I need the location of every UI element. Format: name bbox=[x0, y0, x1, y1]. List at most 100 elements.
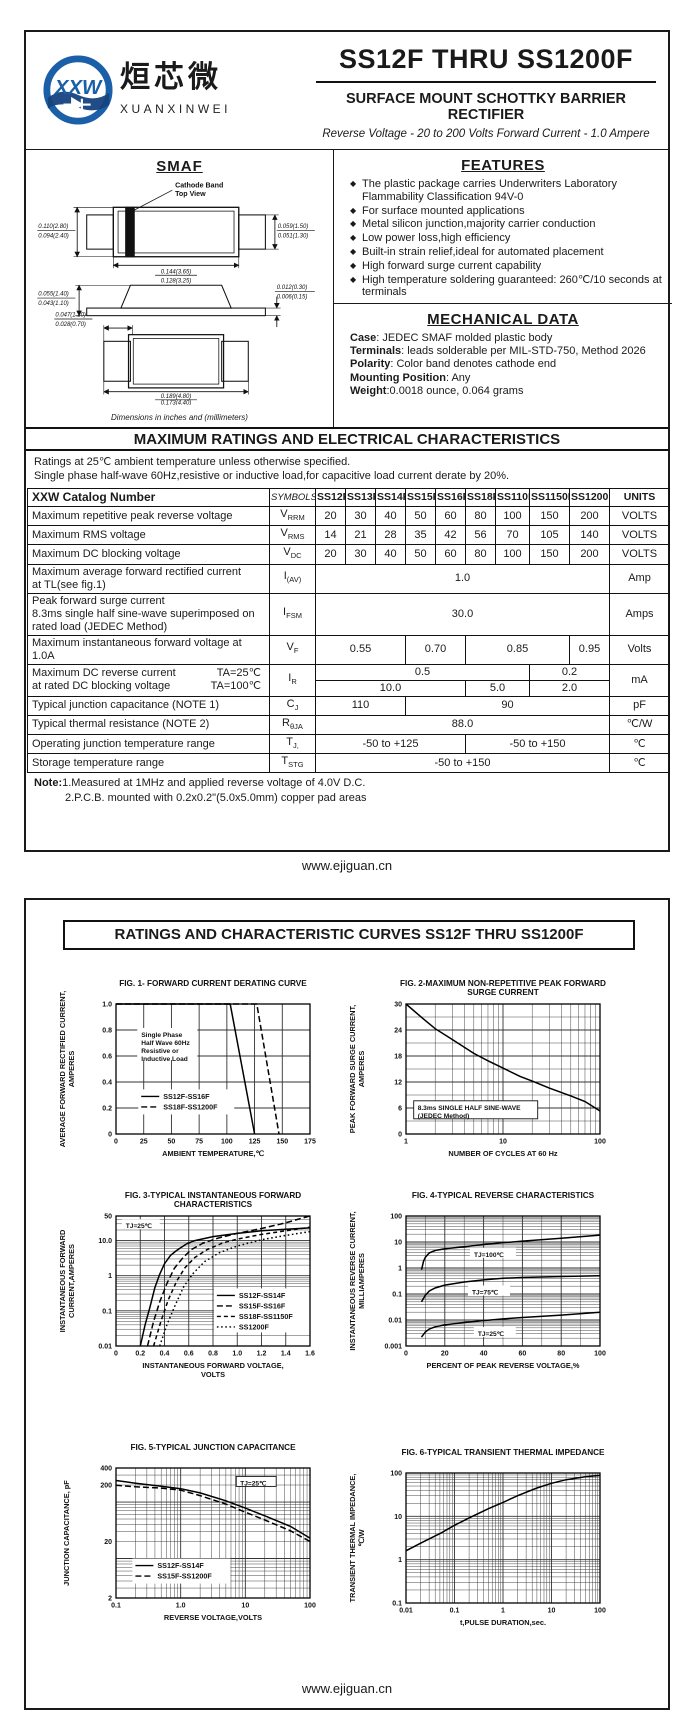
bullet-icon: ◆ bbox=[350, 274, 357, 284]
svg-text:0: 0 bbox=[114, 1351, 118, 1358]
footer-url-page2[interactable]: www.ejiguan.cn bbox=[301, 1681, 393, 1696]
footer-url-page1[interactable]: www.ejiguan.cn bbox=[301, 858, 393, 873]
table-row: Typical thermal resistance (NOTE 2) RθJA 8… bbox=[27, 714, 670, 735]
svg-text:75: 75 bbox=[195, 1139, 203, 1146]
svg-text:AMBIENT TEMPERATURE,℃: AMBIENT TEMPERATURE,℃ bbox=[162, 1149, 264, 1158]
part-number-header: SS1200F bbox=[569, 488, 610, 507]
note-line-1: Note:1.Measured at 1MHz and applied reve… bbox=[34, 776, 664, 791]
title-rule bbox=[316, 81, 656, 83]
svg-text:TJ=25℃: TJ=25℃ bbox=[478, 1330, 505, 1338]
svg-text:0.1: 0.1 bbox=[392, 1601, 402, 1608]
svg-text:1: 1 bbox=[404, 1139, 408, 1146]
value-cell: 140 bbox=[569, 525, 610, 546]
svg-text:1: 1 bbox=[398, 1266, 402, 1273]
svg-text:2: 2 bbox=[108, 1596, 112, 1603]
datasheet-page-1: XXW 烜芯微 XUANXINWEI SS12F THRU SS1200F SU… bbox=[24, 30, 672, 852]
svg-text:0.8: 0.8 bbox=[208, 1351, 218, 1358]
value-cell: -50 to +150 bbox=[315, 753, 610, 774]
bullet-icon: ◆ bbox=[350, 179, 357, 188]
brand-names: 烜芯微 XUANXINWEI bbox=[120, 54, 231, 116]
symbol-cell: TJ, bbox=[269, 733, 316, 755]
svg-text:INSTANTANEOUS REVERSE CURRENT,: INSTANTANEOUS REVERSE CURRENT, bbox=[348, 1211, 357, 1350]
feature-item: ◆ High forward surge current capability bbox=[350, 260, 662, 273]
value-cell: 20 bbox=[315, 505, 346, 527]
value-cell: 1.0 bbox=[315, 563, 610, 594]
top-view-callout: Top View bbox=[175, 190, 206, 198]
feature-item: ◆ The plastic package carries Underwriter… bbox=[350, 178, 662, 204]
value-cell: 0.2 bbox=[529, 663, 610, 681]
svg-text:MILLIAMPERES: MILLIAMPERES bbox=[357, 1253, 366, 1309]
value-cell: 0.5 bbox=[315, 663, 530, 681]
part-number-header: SS13F bbox=[345, 488, 376, 507]
svg-text:FIG. 6-TYPICAL TRANSIENT THERM: FIG. 6-TYPICAL TRANSIENT THERMAL IMPEDAN… bbox=[401, 1448, 605, 1457]
ratings-table: XXW Catalog NumberSYMBOLSSS12FSS13FSS14F… bbox=[27, 488, 670, 774]
table-row: Peak forward surge current 8.3ms single h… bbox=[27, 592, 670, 636]
symbol-cell: IFSM bbox=[269, 592, 316, 636]
table-row: Operating junction temperature range TJ, -… bbox=[27, 733, 670, 755]
svg-text:150: 150 bbox=[276, 1139, 288, 1146]
logo-monogram: XXW bbox=[54, 77, 103, 99]
feature-item: ◆ Built-in strain relief,ideal for automa… bbox=[350, 246, 662, 259]
value-cell: 2.0 bbox=[529, 679, 610, 697]
bullet-icon: ◆ bbox=[350, 219, 357, 229]
svg-text:SURGE CURRENT: SURGE CURRENT bbox=[467, 988, 538, 997]
table-row: Storage temperature range TSTG -50 to +150… bbox=[27, 753, 670, 774]
svg-text:Single Phase: Single Phase bbox=[141, 1032, 182, 1039]
svg-text:SS15F-SS16F: SS15F-SS16F bbox=[239, 1302, 286, 1311]
svg-text:100: 100 bbox=[304, 1603, 316, 1610]
features-section: FEATURES ◆ The plastic package carries Un… bbox=[334, 150, 672, 304]
svg-text:1.0: 1.0 bbox=[232, 1351, 242, 1358]
mechanical-data-section: MECHANICAL DATA Case: JEDEC SMAF molded … bbox=[334, 304, 672, 427]
svg-text:6: 6 bbox=[398, 1106, 402, 1113]
value-cell: 10.0 bbox=[315, 679, 466, 697]
svg-text:100: 100 bbox=[594, 1351, 606, 1358]
svg-text:0: 0 bbox=[108, 1132, 112, 1139]
svg-text:0.6: 0.6 bbox=[184, 1351, 194, 1358]
units-header: UNITS bbox=[609, 488, 670, 507]
symbol-cell: VRMS bbox=[269, 525, 316, 546]
logo-mark-icon: XXW bbox=[43, 55, 113, 125]
svg-text:24: 24 bbox=[394, 1028, 402, 1035]
feature-item: ◆ Metal silicon junction,majority carrier… bbox=[350, 218, 662, 231]
part-number-header: SS1150F bbox=[529, 488, 570, 507]
parameter-label-cell: Peak forward surge current 8.3ms single h… bbox=[27, 592, 270, 636]
svg-text:TJ=25℃: TJ=25℃ bbox=[240, 1479, 267, 1487]
dim-overall-width-in: 0.189(4.80) bbox=[161, 394, 192, 400]
mechanical-rows: Case: JEDEC SMAF molded plastic body Term… bbox=[334, 332, 672, 398]
svg-text:Half Wave 60Hz: Half Wave 60Hz bbox=[141, 1040, 190, 1047]
svg-text:125: 125 bbox=[249, 1139, 261, 1146]
brand-name-chinese: 烜芯微 bbox=[120, 61, 222, 94]
mechanical-row: Weight:0.0018 ounce, 0.064 grams bbox=[350, 384, 524, 397]
parameter-label-cell: Typical thermal resistance (NOTE 2) bbox=[27, 714, 270, 735]
value-cell: 20 bbox=[315, 544, 346, 565]
svg-text:50: 50 bbox=[168, 1139, 176, 1146]
dim-body-width-mm: 0.128(3.25) bbox=[161, 278, 192, 284]
part-number-header: SS14F bbox=[375, 488, 406, 507]
svg-text:50: 50 bbox=[104, 1214, 112, 1221]
value-cell: 50 bbox=[405, 544, 436, 565]
bullet-icon: ◆ bbox=[350, 233, 357, 243]
feature-text: Metal silicon junction,majority carrier … bbox=[362, 218, 596, 231]
part-number-header: SS15F bbox=[405, 488, 436, 507]
svg-text:0.8: 0.8 bbox=[102, 1028, 112, 1035]
brand-name-english: XUANXINWEI bbox=[120, 102, 232, 116]
svg-text:100: 100 bbox=[594, 1139, 606, 1146]
svg-text:PEAK FORWARD SURGE CURRENT,: PEAK FORWARD SURGE CURRENT, bbox=[348, 1005, 357, 1133]
svg-text:AMPERES: AMPERES bbox=[67, 1051, 76, 1088]
curves-banner: RATINGS AND CHARACTERISTIC CURVES SS12F … bbox=[63, 920, 635, 950]
svg-text:0: 0 bbox=[404, 1351, 408, 1358]
mechanical-row: Case: JEDEC SMAF molded plastic body bbox=[350, 332, 553, 344]
svg-text:1: 1 bbox=[108, 1273, 112, 1280]
svg-text:100: 100 bbox=[390, 1471, 402, 1478]
svg-text:10.0: 10.0 bbox=[98, 1238, 112, 1245]
svg-text:1.4: 1.4 bbox=[281, 1351, 291, 1358]
svg-text:10: 10 bbox=[394, 1514, 402, 1521]
value-cell: 80 bbox=[465, 544, 496, 565]
svg-text:100: 100 bbox=[221, 1139, 233, 1146]
svg-text:10: 10 bbox=[499, 1139, 507, 1146]
unit-cell: ℃ bbox=[609, 733, 670, 755]
bullet-icon: ◆ bbox=[350, 246, 357, 256]
ratings-banner: MAXIMUM RATINGS AND ELECTRICAL CHARACTER… bbox=[26, 427, 668, 451]
svg-text:t,PULSE DURATION,sec.: t,PULSE DURATION,sec. bbox=[460, 1618, 546, 1627]
value-cell: 90 bbox=[405, 695, 610, 716]
